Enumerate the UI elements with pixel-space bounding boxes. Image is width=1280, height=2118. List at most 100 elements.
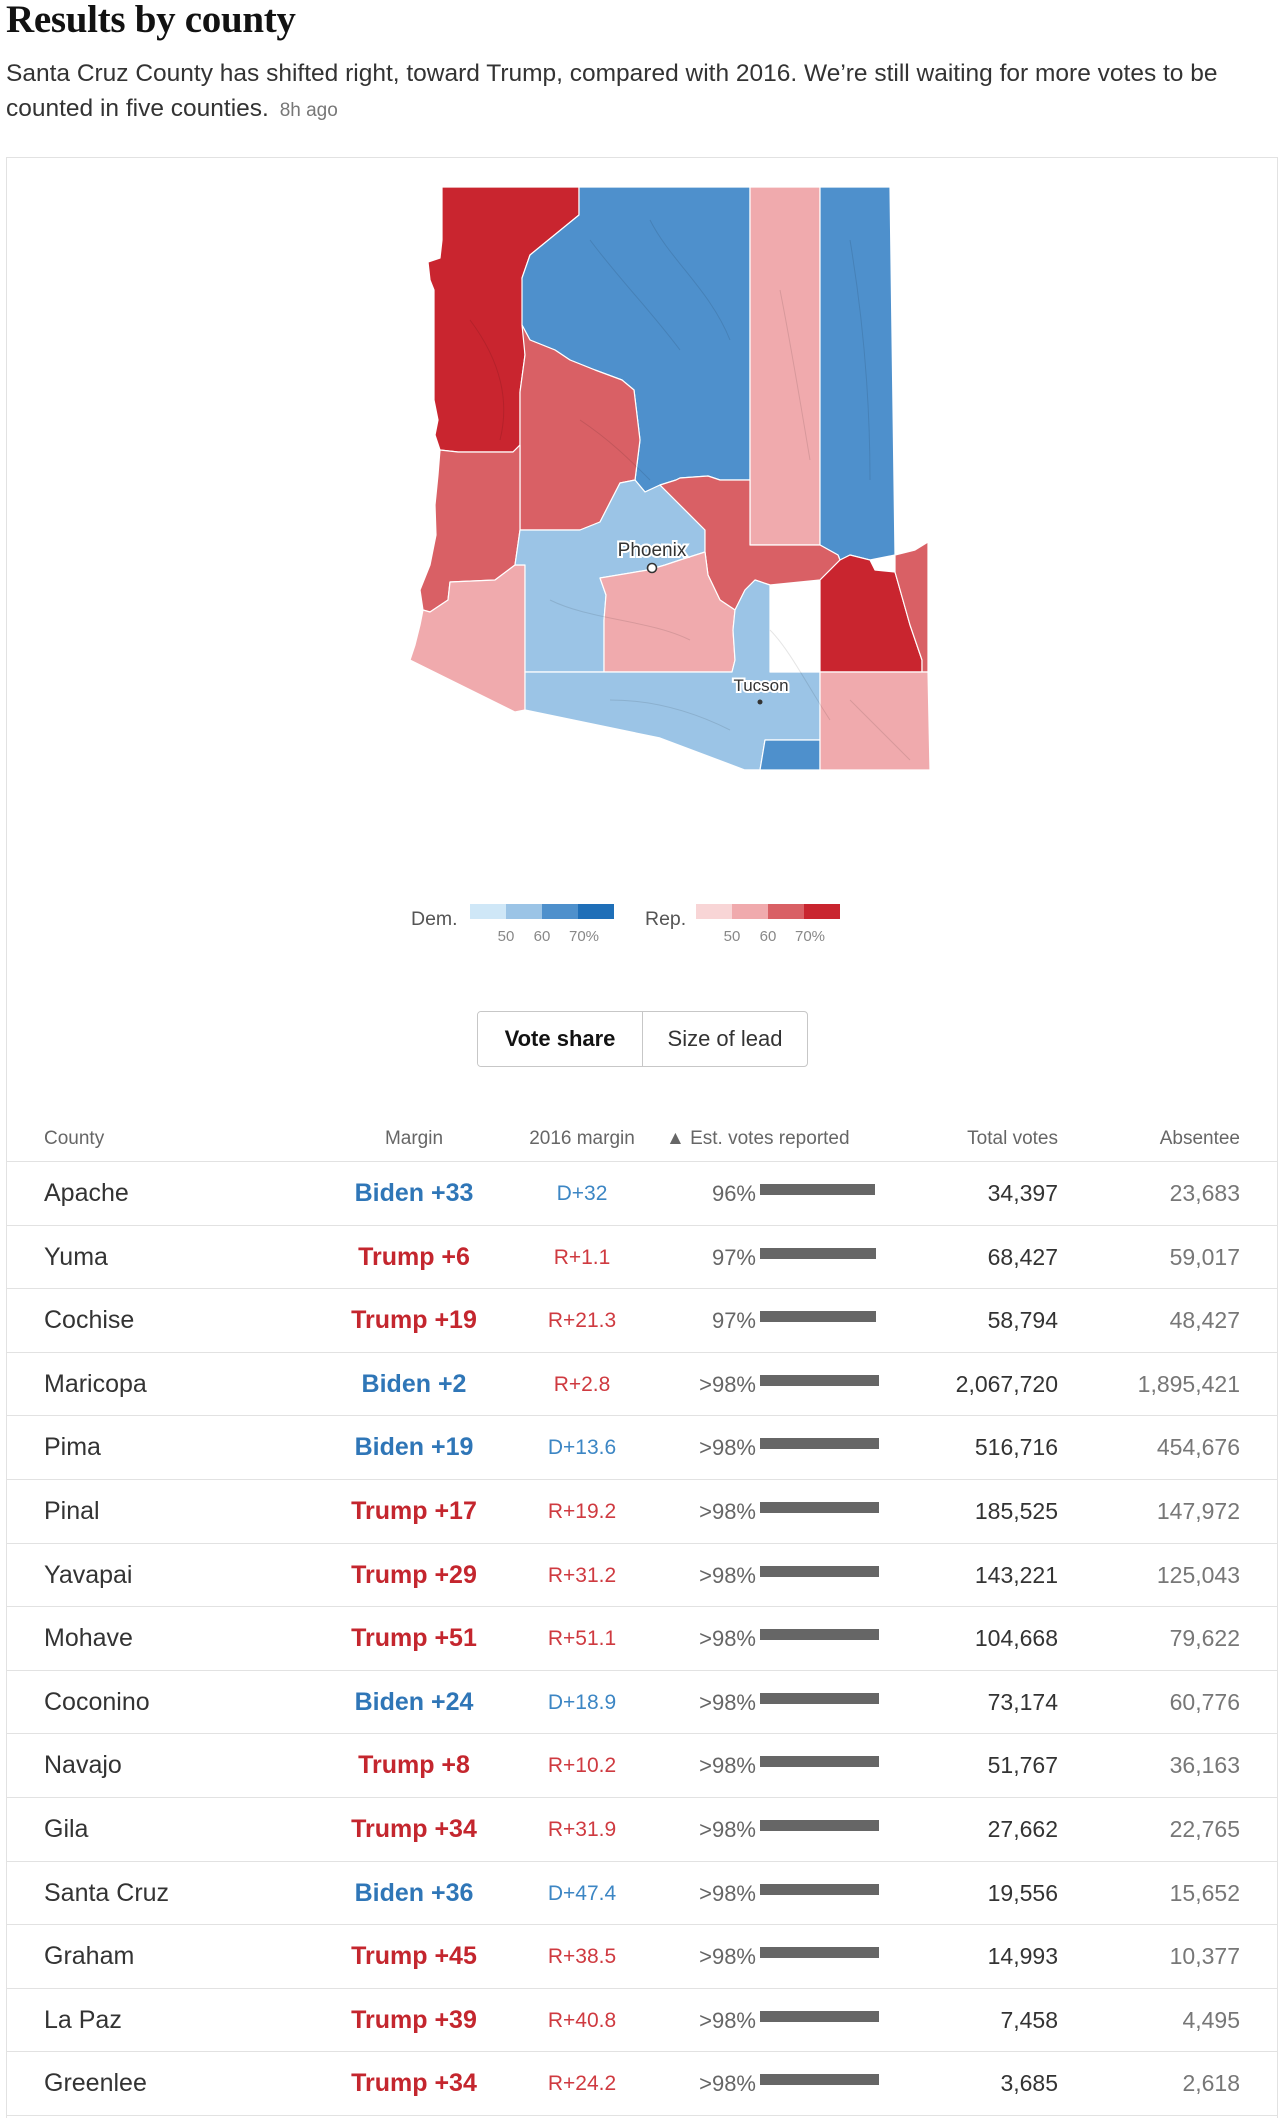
reported-bar: [760, 1947, 879, 1959]
margin-2016-value: R+31.9: [547, 1817, 617, 1841]
results-table: County Margin 2016 margin ▲ Est. votes r…: [6, 1122, 1278, 2116]
table-row[interactable]: Coconino Biden +24 D+18.9 >98% 73,174 60,776: [6, 1671, 1278, 1735]
total-votes-value: 2,067,720: [955, 1370, 1058, 1397]
county-apache[interactable]: [819, 186, 896, 561]
margin-value: Biden +19: [354, 1433, 474, 1462]
county-name: Pinal: [44, 1496, 100, 1525]
header-margin[interactable]: Margin: [384, 1128, 444, 1149]
reported-bar: [760, 1438, 879, 1450]
county-santa-cruz[interactable]: [744, 739, 821, 771]
margin-2016-value: R+2.8: [553, 1372, 611, 1396]
margin-2016-value: R+38.5: [547, 1945, 617, 1969]
table-row[interactable]: Mohave Trump +51 R+51.1 >98% 104,668 79,622: [6, 1607, 1278, 1671]
total-votes-value: 19,556: [987, 1879, 1058, 1906]
absentee-value: 36,163: [1169, 1752, 1240, 1779]
table-row[interactable]: Gila Trump +34 R+31.9 >98% 27,662 22,765: [6, 1798, 1278, 1862]
margin-value: Trump +34: [351, 2069, 477, 2098]
county-name: Santa Cruz: [44, 1878, 170, 1907]
header-total-votes[interactable]: Total votes: [967, 1128, 1058, 1149]
size-of-lead-toggle-button[interactable]: Size of lead: [667, 1026, 783, 1051]
margin-2016-value: R+40.8: [547, 2008, 617, 2032]
table-row[interactable]: Maricopa Biden +2 R+2.8 >98% 2,067,720 1,895,…: [6, 1353, 1278, 1417]
legend-rep-swatch-3: [768, 904, 804, 919]
margin-2016-value: R+19.2: [547, 1499, 617, 1523]
reported-bar: [760, 1692, 879, 1704]
legend-rep-tick-60: 60: [759, 928, 777, 945]
absentee-value: 454,676: [1156, 1434, 1240, 1461]
table-row[interactable]: Yuma Trump +6 R+1.1 97% 68,427 59,017: [6, 1226, 1278, 1290]
table-row[interactable]: Yavapai Trump +29 R+31.2 >98% 143,221 125,043: [6, 1544, 1278, 1608]
reported-percent: >98%: [699, 1816, 756, 1842]
reported-bar: [760, 1311, 876, 1323]
margin-2016-value: R+21.3: [547, 1309, 617, 1333]
margin-2016-value: D+32: [556, 1182, 608, 1205]
absentee-value: 1,895,421: [1137, 1370, 1240, 1397]
absentee-value: 22,765: [1169, 1815, 1240, 1842]
county-name: Graham: [44, 1942, 135, 1971]
margin-value: Biden +2: [361, 1369, 467, 1398]
county-navajo[interactable]: [749, 186, 821, 546]
legend-dem-swatch-4: [578, 904, 614, 919]
table-row[interactable]: Graham Trump +45 R+38.5 >98% 14,993 10,377: [6, 1925, 1278, 1989]
legend-dem-label: Dem.: [411, 908, 458, 930]
header-county[interactable]: County: [44, 1128, 105, 1149]
legend-dem-swatch-1: [470, 904, 506, 919]
reported-bar: [760, 1501, 879, 1513]
absentee-value: 48,427: [1169, 1307, 1240, 1334]
reported-percent: >98%: [699, 1435, 756, 1461]
vote-share-toggle-button[interactable]: Vote share: [478, 1012, 643, 1066]
absentee-value: 59,017: [1169, 1243, 1240, 1270]
total-votes-value: 7,458: [1000, 2006, 1058, 2033]
county-map: Phoenix Tucson: [350, 180, 931, 850]
county-name: Apache: [44, 1179, 129, 1207]
reported-percent: >98%: [699, 1562, 756, 1588]
legend-dem-swatch-3: [542, 904, 578, 919]
reported-bar: [760, 1565, 879, 1577]
reported-bar: [760, 1883, 879, 1895]
total-votes-value: 73,174: [987, 1688, 1058, 1715]
reported-percent: >98%: [699, 1944, 756, 1970]
total-votes-value: 104,668: [974, 1625, 1058, 1652]
margin-value: Trump +29: [351, 1560, 477, 1589]
phoenix-marker: [646, 562, 658, 574]
table-row[interactable]: Pinal Trump +17 R+19.2 >98% 185,525 147,972: [6, 1480, 1278, 1544]
header-2016-margin[interactable]: 2016 margin: [529, 1128, 635, 1149]
absentee-value: 10,377: [1169, 1943, 1240, 1970]
reported-percent: >98%: [699, 2071, 756, 2097]
tucson-marker: [757, 699, 763, 705]
reported-percent: >98%: [699, 1689, 756, 1715]
county-name: Greenlee: [44, 2069, 147, 2098]
table-row[interactable]: La Paz Trump +39 R+40.8 >98% 7,458 4,495: [6, 1989, 1278, 2053]
county-name: Coconino: [44, 1687, 150, 1716]
table-row[interactable]: Santa Cruz Biden +36 D+47.4 >98% 19,556 15,65…: [6, 1862, 1278, 1926]
reported-bar: [760, 1374, 879, 1386]
table-row[interactable]: Apache Biden +33 D+32 96% 34,397 23,683: [6, 1162, 1278, 1226]
county-name: Gila: [44, 1814, 89, 1843]
county-cochise[interactable]: [819, 671, 931, 771]
margin-2016-value: R+1.1: [553, 1245, 611, 1269]
legend-dem-tick-50: 50: [497, 928, 515, 945]
table-row[interactable]: Pima Biden +19 D+13.6 >98% 516,716 454,676: [6, 1416, 1278, 1480]
section-title: Results by county: [6, 0, 296, 41]
legend-dem-tick-60: 60: [533, 928, 551, 945]
reported-bar: [760, 1629, 879, 1641]
table-row[interactable]: Cochise Trump +19 R+21.3 97% 58,794 48,427: [6, 1289, 1278, 1353]
total-votes-value: 143,221: [974, 1561, 1058, 1588]
total-votes-value: 51,767: [987, 1752, 1058, 1779]
updated-timestamp: 8h ago: [279, 100, 338, 121]
header-est-votes-reported[interactable]: ▲ Est. votes reported: [666, 1128, 850, 1149]
absentee-value: 79,622: [1169, 1625, 1240, 1652]
margin-value: Trump +6: [358, 1242, 470, 1271]
reported-percent: 97%: [711, 1308, 756, 1334]
table-row[interactable]: Greenlee Trump +34 R+24.2 >98% 3,685 2,618: [6, 2052, 1278, 2116]
phoenix-label: Phoenix: [618, 540, 687, 561]
reported-percent: 97%: [711, 1244, 756, 1270]
county-name: Navajo: [44, 1751, 122, 1780]
total-votes-value: 3,685: [1000, 2070, 1058, 2097]
margin-value: Trump +51: [351, 1624, 477, 1653]
table-row[interactable]: Navajo Trump +8 R+10.2 >98% 51,767 36,163: [6, 1734, 1278, 1798]
header-absentee[interactable]: Absentee: [1159, 1128, 1240, 1149]
reported-percent: 96%: [711, 1181, 756, 1206]
legend-rep-label: Rep.: [645, 908, 687, 930]
margin-value: Biden +36: [354, 1878, 474, 1907]
